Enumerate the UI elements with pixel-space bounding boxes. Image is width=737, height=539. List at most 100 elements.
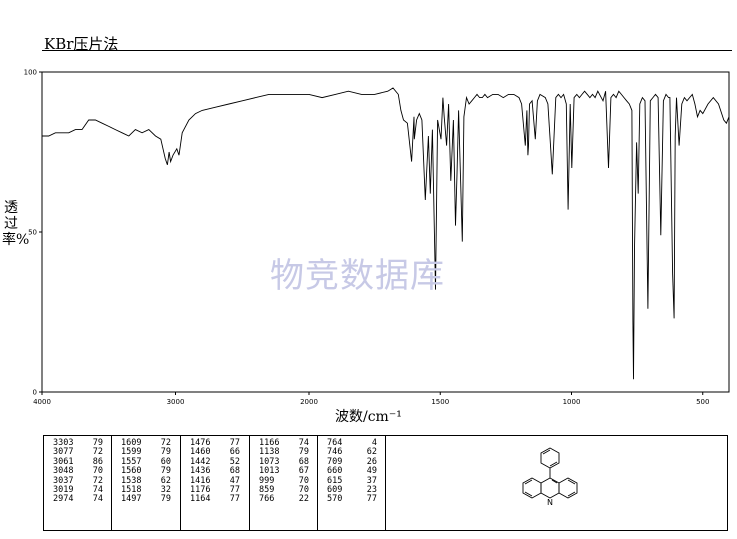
peak-wavenumber: 1557: [121, 456, 142, 467]
peak-table: 3303 79 3077 72 3061 86 3048 70 3037 72 3019 74 2974…: [43, 435, 728, 531]
peak-wavenumber: 746: [327, 447, 343, 458]
peak-table-row: 1436 68: [181, 466, 249, 477]
peak-transmittance: 77: [366, 494, 377, 505]
peak-table-column: 764 4 746 62 709 26 660 49 615 37 609 23 570 77: [318, 436, 386, 530]
peak-table-row: 1164 77: [181, 494, 249, 505]
peak-transmittance: 74: [298, 438, 309, 448]
peak-transmittance: 62: [366, 447, 377, 458]
peak-table-row: 746 62: [318, 447, 385, 458]
peak-transmittance: 79: [160, 466, 171, 477]
peak-wavenumber: 1138: [259, 447, 280, 458]
peak-table-column: 1476 77 1460 66 1442 52 1436 68 1416 47 1176 77 1164…: [181, 436, 250, 530]
peak-transmittance: 79: [92, 438, 103, 448]
peak-table-row: 615 37: [318, 475, 385, 486]
peak-wavenumber: 709: [327, 456, 343, 467]
peak-transmittance: 72: [92, 475, 103, 486]
peak-transmittance: 26: [366, 456, 377, 467]
peak-wavenumber: 1460: [190, 447, 211, 458]
peak-wavenumber: 859: [259, 484, 275, 495]
peak-wavenumber: 1166: [259, 438, 280, 448]
peak-wavenumber: 766: [259, 494, 275, 505]
peak-transmittance: 79: [298, 447, 309, 458]
peak-transmittance: 37: [366, 475, 377, 486]
peak-wavenumber: 1013: [259, 466, 280, 477]
x-tick-label: 2000: [300, 398, 318, 406]
watermark: 物竞数据库: [270, 256, 445, 296]
peak-table-row: 766 22: [250, 494, 317, 505]
peak-transmittance: 4: [371, 438, 377, 448]
peak-wavenumber: 1416: [190, 475, 211, 486]
peak-wavenumber: 1164: [190, 494, 211, 505]
peak-transmittance: 32: [160, 484, 171, 495]
peak-transmittance: 66: [229, 447, 240, 458]
peak-transmittance: 70: [298, 484, 309, 495]
peak-wavenumber: 3077: [53, 447, 74, 458]
peak-table-row: 570 77: [318, 494, 385, 505]
peak-table-row: 1460 66: [181, 447, 249, 458]
peak-transmittance: 77: [229, 494, 240, 505]
peak-table-row: 859 70: [250, 484, 317, 495]
y-tick-label: 50: [28, 229, 37, 237]
peak-transmittance: 67: [298, 466, 309, 477]
peak-transmittance: 74: [92, 484, 103, 495]
peak-transmittance: 62: [160, 475, 171, 486]
peak-wavenumber: 3048: [53, 466, 74, 477]
peak-wavenumber: 1176: [190, 484, 211, 495]
peak-wavenumber: 1538: [121, 475, 142, 486]
peak-table-row: 1476 77: [181, 438, 249, 448]
peak-table-row: 1518 32: [112, 484, 180, 495]
nitrogen-atom-label: N: [547, 498, 553, 507]
peak-table-row: 3303 79: [44, 438, 111, 448]
peak-transmittance: 49: [366, 466, 377, 477]
peak-transmittance: 47: [229, 475, 240, 486]
peak-transmittance: 79: [160, 494, 171, 505]
peak-wavenumber: 1476: [190, 438, 211, 448]
peak-table-row: 609 23: [318, 484, 385, 495]
peak-transmittance: 70: [92, 466, 103, 477]
x-tick-label: 1000: [563, 398, 581, 406]
peak-transmittance: 52: [229, 456, 240, 467]
spectrum-line: [42, 87, 730, 380]
peak-table-row: 1538 62: [112, 475, 180, 486]
peak-transmittance: 68: [229, 466, 240, 477]
peak-transmittance: 70: [298, 475, 309, 486]
peak-table-row: 1497 79: [112, 494, 180, 505]
peak-table-row: 3019 74: [44, 484, 111, 495]
peak-wavenumber: 1609: [121, 438, 142, 448]
peak-transmittance: 72: [92, 447, 103, 458]
peak-table-row: 999 70: [250, 475, 317, 486]
plot-frame: [41, 71, 730, 393]
peak-transmittance: 68: [298, 456, 309, 467]
peak-table-column: 1609 72 1599 79 1557 60 1560 79 1538 62 1518 32 1497…: [112, 436, 181, 530]
y-axis-label: 透过率%: [2, 200, 30, 248]
peak-wavenumber: 1497: [121, 494, 142, 505]
peak-wavenumber: 1560: [121, 466, 142, 477]
peak-table-row: 1560 79: [112, 466, 180, 477]
peak-table-row: 709 26: [318, 456, 385, 467]
peak-table-row: 1073 68: [250, 456, 317, 467]
x-tick-label: 3000: [167, 398, 185, 406]
x-axis-label: 波数/cm⁻¹: [335, 409, 402, 425]
peak-table-row: 2974 74: [44, 494, 111, 505]
peak-transmittance: 77: [229, 438, 240, 448]
peak-table-row: 3037 72: [44, 475, 111, 486]
peak-table-row: 3048 70: [44, 466, 111, 477]
peak-transmittance: 86: [92, 456, 103, 467]
peak-wavenumber: 2974: [53, 494, 74, 505]
y-tick-label: 0: [33, 389, 37, 397]
title-rule: [42, 50, 732, 51]
peak-wavenumber: 570: [327, 494, 343, 505]
peak-table-row: 1442 52: [181, 456, 249, 467]
peak-transmittance: 77: [229, 484, 240, 495]
peak-wavenumber: 615: [327, 475, 343, 486]
peak-wavenumber: 1073: [259, 456, 280, 467]
peak-wavenumber: 3303: [53, 438, 74, 448]
peak-table-row: 1557 60: [112, 456, 180, 467]
peak-table-row: 1599 79: [112, 447, 180, 457]
peak-table-row: 764 4: [318, 438, 385, 448]
peak-transmittance: 60: [160, 456, 171, 467]
peak-transmittance: 23: [366, 484, 377, 495]
peak-wavenumber: 660: [327, 466, 343, 477]
page-title: KBr压片法: [44, 35, 119, 53]
peak-wavenumber: 3037: [53, 475, 74, 486]
